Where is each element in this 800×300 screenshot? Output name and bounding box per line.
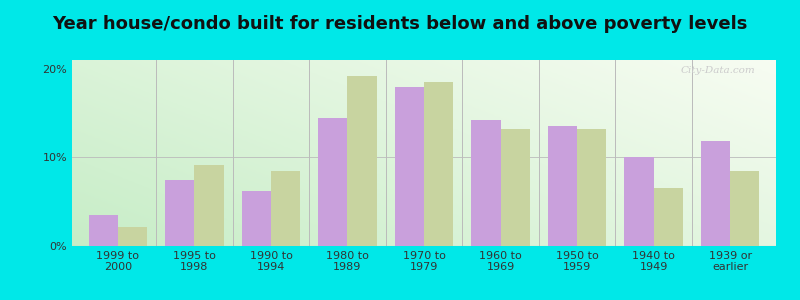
Bar bbox=[118, 226, 147, 246]
Bar bbox=[347, 76, 377, 246]
Bar bbox=[471, 120, 501, 246]
Text: City-Data.com: City-Data.com bbox=[680, 66, 755, 75]
Bar bbox=[501, 129, 530, 246]
Bar bbox=[577, 129, 606, 246]
Bar bbox=[271, 171, 300, 246]
Text: Year house/condo built for residents below and above poverty levels: Year house/condo built for residents bel… bbox=[52, 15, 748, 33]
Bar bbox=[318, 118, 347, 246]
Bar bbox=[89, 215, 118, 246]
Bar bbox=[166, 180, 194, 246]
Bar bbox=[395, 87, 424, 246]
Bar bbox=[194, 164, 223, 246]
Bar bbox=[701, 142, 730, 246]
Bar bbox=[242, 191, 271, 246]
Bar bbox=[548, 126, 577, 246]
Bar bbox=[625, 158, 654, 246]
Bar bbox=[654, 188, 682, 246]
Bar bbox=[730, 171, 759, 246]
Bar bbox=[424, 82, 453, 246]
